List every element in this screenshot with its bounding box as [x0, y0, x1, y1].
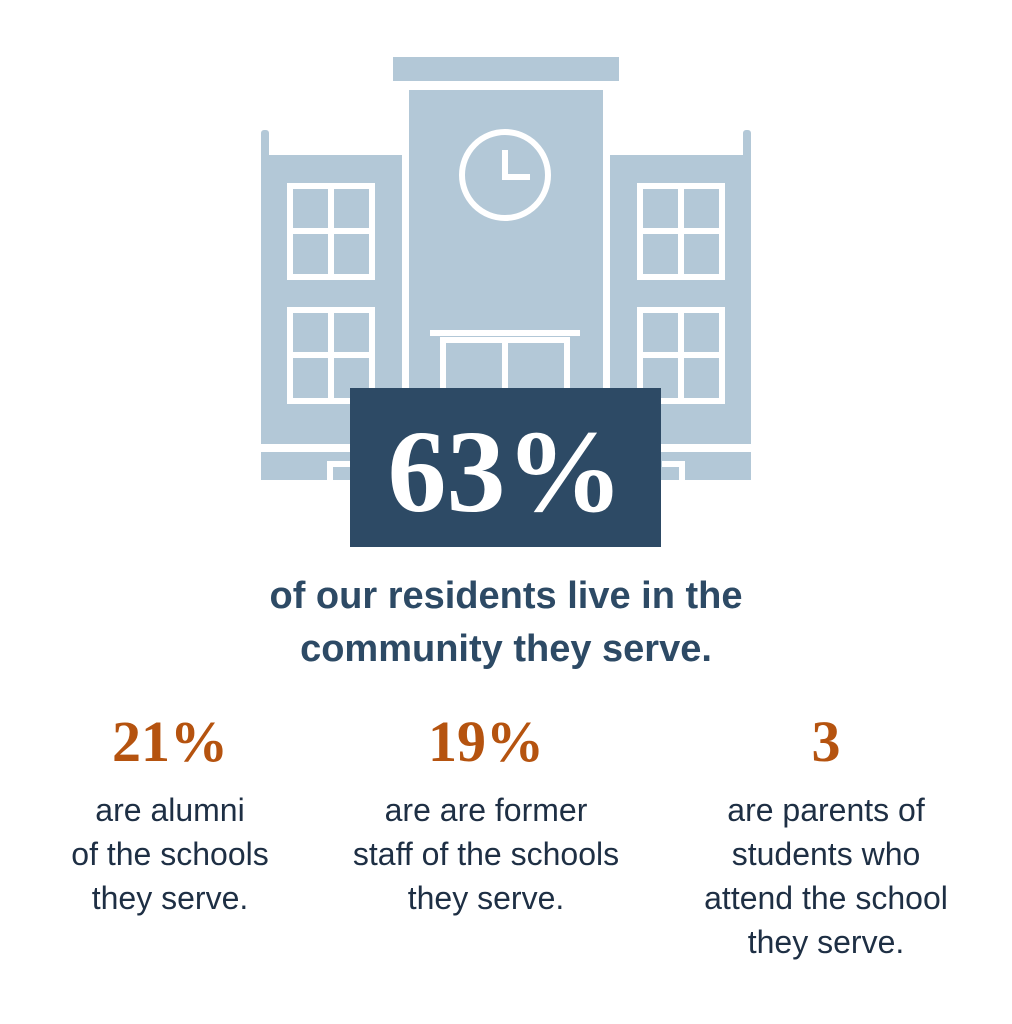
- stat-line: staff of the schools: [352, 836, 620, 872]
- stat-value: 21%: [112, 709, 228, 774]
- headline-caption: of our residents live in the community t…: [0, 570, 1012, 676]
- stat-value: 19%: [428, 709, 544, 774]
- headline-box: 63%: [350, 388, 661, 547]
- headline-value: 63%: [387, 405, 624, 537]
- school-illustration: [261, 57, 751, 480]
- stat-line: of the schools: [71, 836, 269, 872]
- caption-line: of our residents live in the: [269, 575, 743, 617]
- stat-line: attend the school: [704, 880, 948, 916]
- stat-line: they serve.: [747, 924, 905, 960]
- caption-line: community they serve.: [300, 628, 712, 670]
- stat-description: are alumni of the schools they serve.: [0, 788, 340, 920]
- stat-line: they serve.: [91, 880, 249, 916]
- stat-description: are parents of students who attend the sch…: [656, 788, 996, 964]
- stat-block: 3 are parents of students who attend the sc…: [656, 708, 996, 964]
- stat-line: are alumni: [95, 792, 245, 828]
- stat-line: they serve.: [407, 880, 565, 916]
- stat-line: are are former: [384, 792, 588, 828]
- stat-line: students who: [731, 836, 921, 872]
- stat-description: are are former staff of the schools they s…: [316, 788, 656, 920]
- stat-line: are parents of: [727, 792, 925, 828]
- stat-block: 21% are alumni of the schools they serve.: [0, 708, 340, 920]
- stat-value: 3: [811, 709, 841, 774]
- stat-block: 19% are are former staff of the schools the…: [316, 708, 656, 920]
